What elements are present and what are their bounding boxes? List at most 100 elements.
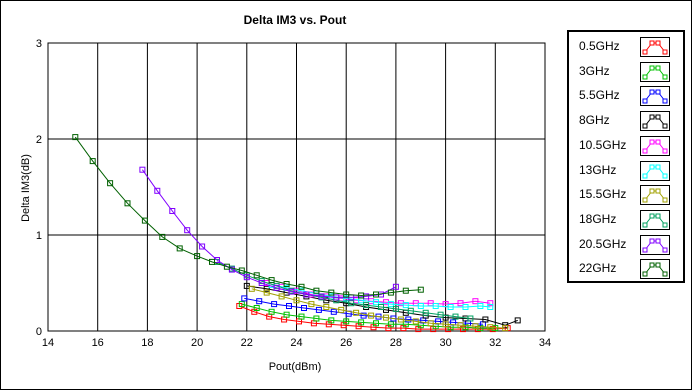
legend-label: 5.5GHz — [579, 88, 620, 103]
data-point — [308, 301, 315, 308]
data-point — [402, 287, 409, 294]
data-point — [241, 295, 248, 302]
data-point — [313, 315, 320, 322]
data-point — [368, 312, 375, 319]
data-point — [417, 303, 424, 309]
data-point — [253, 272, 260, 279]
legend-label: 22GHz — [579, 261, 617, 276]
data-point — [487, 324, 494, 331]
data-point — [258, 280, 265, 286]
data-point — [238, 301, 245, 308]
data-point — [315, 306, 322, 313]
legend-marker-icon — [642, 65, 668, 80]
data-point — [139, 166, 146, 173]
legend-swatch — [640, 160, 670, 181]
data-point — [288, 288, 295, 295]
data-point — [432, 303, 439, 309]
data-point — [323, 304, 330, 310]
y-tick-label: 1 — [36, 230, 42, 242]
legend-item: 0.5GHz — [569, 35, 683, 60]
legend-item: 15.5GHz — [569, 183, 683, 208]
series-line — [74, 136, 421, 297]
data-point — [447, 304, 454, 310]
y-tick-label: 0 — [36, 326, 42, 338]
data-point — [502, 325, 509, 332]
data-point — [271, 301, 278, 308]
legend-label: 3GHz — [579, 63, 610, 78]
legend-marker-icon — [642, 139, 668, 154]
data-point — [328, 289, 335, 296]
legend-swatch — [640, 86, 670, 107]
data-point — [353, 309, 360, 316]
plot-area — [47, 42, 546, 332]
legend-item: 3GHz — [569, 60, 683, 85]
legend-marker-icon — [642, 164, 668, 178]
data-point — [89, 158, 96, 165]
data-point — [383, 314, 389, 321]
legend-marker-icon — [642, 89, 668, 104]
legend-swatch — [640, 37, 670, 57]
legend-label: 15.5GHz — [579, 187, 627, 202]
legend-label: 0.5GHz — [579, 39, 620, 53]
data-point — [457, 300, 464, 307]
x-tick-label: 28 — [390, 337, 402, 349]
data-point — [283, 311, 290, 318]
x-tick-label: 18 — [141, 337, 153, 349]
data-point — [184, 227, 191, 234]
data-point — [283, 281, 290, 287]
data-point — [298, 283, 305, 290]
legend-item: 10.5GHz — [569, 134, 683, 159]
legend: 0.5GHz 3GHz 5.5GHz 8GHz 10.5GHz 13GHz 15.5GHz 1… — [567, 30, 685, 283]
legend-item: 20.5GHz — [569, 233, 683, 258]
data-point — [278, 293, 285, 300]
data-point — [343, 291, 350, 298]
data-point — [402, 302, 409, 309]
data-point — [467, 315, 474, 322]
x-tick-label: 32 — [489, 337, 501, 349]
y-axis-label: Delta IM3(dB) — [20, 154, 32, 222]
x-tick-label: 16 — [92, 337, 104, 349]
data-point — [141, 217, 148, 224]
legend-swatch — [640, 234, 670, 255]
series-22GHz — [72, 134, 424, 299]
data-point — [412, 318, 419, 325]
data-point — [293, 297, 300, 304]
data-point — [452, 313, 459, 320]
chart-title: Delta IM3 vs. Pout — [244, 13, 347, 27]
data-point — [378, 304, 384, 310]
legend-marker-icon — [642, 213, 668, 228]
data-point — [333, 294, 340, 301]
data-point — [397, 316, 404, 323]
legend-item: 5.5GHz — [569, 84, 683, 109]
data-point — [472, 323, 479, 330]
data-point — [405, 316, 412, 323]
data-point — [256, 298, 263, 305]
data-point — [298, 313, 305, 320]
data-point — [253, 305, 260, 311]
legend-swatch — [640, 209, 670, 230]
data-point — [286, 303, 292, 309]
data-point — [248, 285, 255, 292]
data-point — [330, 308, 337, 315]
legend-marker-icon — [642, 188, 668, 203]
data-point — [159, 233, 166, 240]
legend-item: 8GHz — [569, 109, 683, 134]
legend-label: 13GHz — [579, 162, 617, 177]
data-point — [442, 321, 449, 328]
data-point — [338, 306, 345, 313]
data-point — [437, 311, 444, 318]
data-point — [422, 309, 429, 316]
x-tick-label: 20 — [191, 337, 203, 349]
data-point — [387, 301, 394, 308]
data-point — [477, 303, 484, 309]
data-point — [487, 300, 494, 307]
x-tick-label: 34 — [539, 337, 551, 349]
data-point — [472, 298, 479, 305]
data-point — [263, 285, 270, 292]
data-point — [358, 292, 365, 299]
legend-marker-icon — [642, 262, 668, 277]
data-point — [360, 312, 367, 319]
y-tick-label: 2 — [36, 134, 42, 146]
data-point — [392, 305, 399, 312]
legend-marker-icon — [642, 40, 668, 55]
